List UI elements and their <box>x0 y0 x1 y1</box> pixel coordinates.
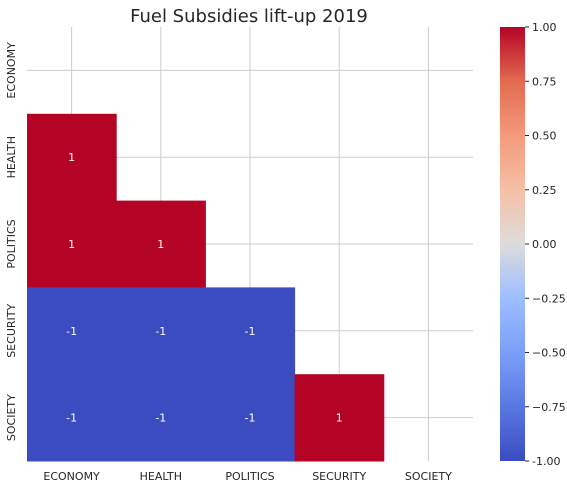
y-tick-label-economy: ECONOMY <box>5 42 18 99</box>
y-tick-label-health: HEALTH <box>5 136 18 178</box>
colorbar <box>500 27 525 461</box>
colorbar-ticks: -1.00 −0.75 −0.50 −0.25 0.00 0.25 0.50 0.75 1.00 <box>525 21 566 468</box>
cell-annotation: -1 <box>66 325 77 338</box>
cell-annotation: -1 <box>245 325 256 338</box>
colorbar-tick-label: 0.75 <box>532 75 557 88</box>
cell-annotation: -1 <box>155 325 166 338</box>
x-tick-label-politics: POLITICS <box>225 470 274 483</box>
cell-annotation: -1 <box>245 412 256 425</box>
cell-annotation: 1 <box>68 238 75 251</box>
x-tick-label-economy: ECONOMY <box>43 470 100 483</box>
y-axis-ticks: ECONOMY HEALTH POLITICS SECURITY SOCIETY <box>5 42 18 441</box>
x-tick-label-society: SOCIETY <box>405 470 452 483</box>
colorbar-tick-label: 0.00 <box>532 238 557 251</box>
heatmap-cells <box>27 114 384 462</box>
colorbar-tick-label: −0.25 <box>532 292 566 305</box>
colorbar-tick-label: 0.50 <box>532 130 557 143</box>
cell-annotation: -1 <box>66 412 77 425</box>
x-tick-label-security: SECURITY <box>312 470 366 483</box>
colorbar-tick-label: 0.25 <box>532 184 557 197</box>
cell-annotation: 1 <box>157 238 164 251</box>
cell-annotation: -1 <box>155 412 166 425</box>
colorbar-tick-label: −0.50 <box>532 347 566 360</box>
x-axis-ticks: ECONOMY HEALTH POLITICS SECURITY SOCIETY <box>43 470 452 483</box>
y-tick-label-politics: POLITICS <box>5 219 18 268</box>
cell-annotation: 1 <box>68 151 75 164</box>
cell-annotation: 1 <box>336 412 343 425</box>
chart-title: Fuel Subsidies lift-up 2019 <box>130 6 368 27</box>
colorbar-tick-label: -1.00 <box>532 455 560 468</box>
colorbar-tick-label: 1.00 <box>532 21 557 34</box>
colorbar-gradient <box>500 27 525 461</box>
y-tick-label-security: SECURITY <box>5 304 18 358</box>
x-tick-label-health: HEALTH <box>140 470 182 483</box>
y-tick-label-society: SOCIETY <box>5 394 18 441</box>
colorbar-tick-label: −0.75 <box>532 401 566 414</box>
